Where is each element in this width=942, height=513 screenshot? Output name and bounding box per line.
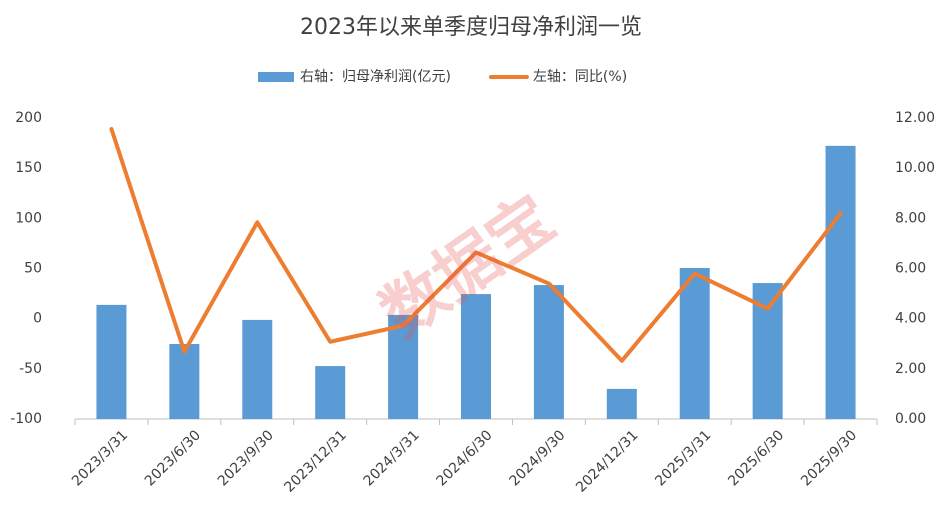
legend-label: 右轴：归母净利润(亿元)	[300, 68, 451, 85]
bar	[388, 314, 419, 419]
bar	[169, 344, 200, 419]
y2-tick-label: 0.00	[895, 411, 926, 427]
y-tick-label: 0	[33, 311, 42, 327]
y2-tick-label: 2.00	[895, 361, 926, 377]
y2-tick-label: 4.00	[895, 311, 926, 327]
bar	[825, 145, 856, 419]
bar	[461, 294, 491, 419]
y2-tick-label: 8.00	[895, 210, 926, 226]
y2-tick-label: 6.00	[895, 261, 926, 277]
bar	[533, 285, 564, 419]
y-tick-label: 50	[24, 261, 42, 277]
y2-tick-label: 12.00	[895, 110, 935, 126]
y-tick-label: 100	[15, 210, 42, 226]
bar	[679, 267, 710, 419]
bar	[96, 304, 127, 419]
line	[109, 127, 843, 363]
y-tick-label: 200	[15, 110, 42, 126]
bar	[315, 366, 346, 419]
y-tick-label: -100	[10, 411, 42, 427]
y-tick-label: 150	[15, 160, 42, 176]
chart-title: 2023年以来单季度归母净利润一览	[300, 15, 642, 40]
legend-swatch	[258, 72, 294, 82]
y2-tick-label: 10.00	[895, 160, 935, 176]
y-tick-label: -50	[19, 361, 42, 377]
legend-label: 左轴：同比(%)	[533, 69, 627, 85]
bar	[606, 388, 637, 419]
bar	[242, 319, 273, 419]
